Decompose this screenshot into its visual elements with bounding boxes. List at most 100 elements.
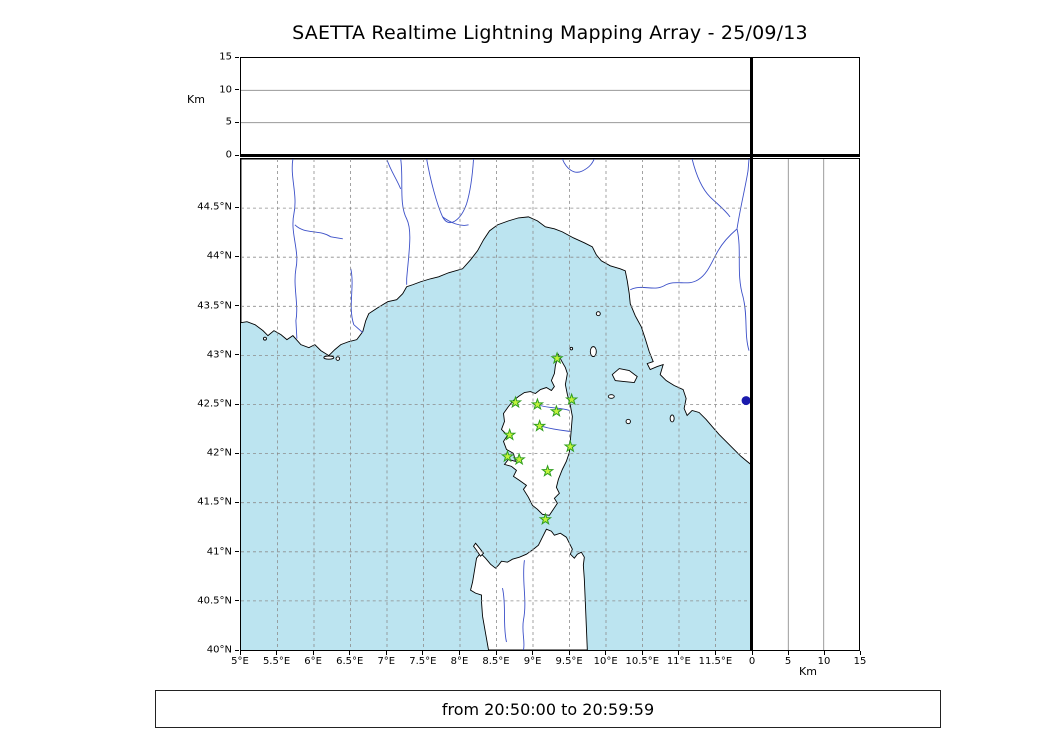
- event-marker: [741, 396, 751, 406]
- event-markers-group: [741, 396, 751, 406]
- map-plot: [241, 159, 752, 650]
- km-tick-left: [235, 154, 239, 156]
- montecristo-island: [625, 418, 631, 425]
- station-marker: [512, 452, 526, 466]
- altitude-latitude-plot: [787, 159, 825, 650]
- km-tick-label-left: 10: [219, 84, 232, 96]
- lat-tick: [235, 649, 239, 651]
- land-group: [241, 159, 752, 650]
- km-tick-left: [235, 89, 239, 91]
- lat-tick: [235, 255, 239, 257]
- lon-tick-label: 8°E: [450, 656, 469, 667]
- km-tick-label-left: 0: [225, 149, 232, 161]
- km-tick-label-left: 5: [225, 116, 232, 128]
- river: [736, 228, 750, 351]
- corsica-coastline: [500, 353, 573, 516]
- km-tick-right: [787, 651, 789, 655]
- station-marker: [540, 464, 555, 477]
- top-panel-gridlines: [241, 89, 752, 124]
- lon-tick-label: 5.5°E: [262, 656, 291, 667]
- lon-tick: [568, 651, 570, 655]
- lat-tick-label: 43°N: [206, 349, 232, 361]
- right-panel-gridlines: [787, 159, 825, 650]
- lon-tick: [458, 651, 460, 655]
- km-tick-left: [235, 56, 239, 58]
- lat-tick: [235, 403, 239, 405]
- lon-tick-label: 6.5°E: [336, 656, 364, 667]
- river: [736, 159, 750, 229]
- giglio-island: [669, 414, 675, 423]
- km-tick-right: [859, 651, 861, 655]
- corner-panel: [752, 57, 860, 156]
- km-axis-label-bottom: Km: [799, 665, 817, 678]
- axis-divider-vertical: [750, 57, 753, 651]
- lon-tick: [678, 651, 680, 655]
- river: [291, 159, 298, 339]
- lon-tick-label: 5°E: [231, 656, 249, 667]
- lon-tick: [385, 651, 387, 655]
- river: [561, 159, 595, 173]
- station-marker: [563, 439, 577, 453]
- lon-tick-label: 8.5°E: [482, 656, 510, 667]
- lat-tick: [235, 305, 239, 307]
- lat-tick: [235, 206, 239, 208]
- lon-tick: [349, 651, 351, 655]
- port-cros-island: [335, 356, 341, 361]
- km-tick-right: [751, 651, 753, 655]
- lon-tick: [239, 651, 241, 655]
- elba-island: [611, 368, 638, 384]
- lon-tick: [714, 651, 716, 655]
- altitude-longitude-panel: [240, 57, 753, 156]
- station-marker: [538, 512, 553, 526]
- river: [400, 159, 411, 285]
- lat-tick: [235, 354, 239, 356]
- station-marker: [530, 397, 545, 411]
- lat-tick: [235, 600, 239, 602]
- lon-tick-label: 7.5°E: [409, 656, 437, 667]
- status-bar: from 20:50:00 to 20:59:59: [155, 690, 941, 728]
- lon-tick-label: 7°E: [377, 656, 396, 667]
- station-markers-group: [500, 351, 579, 526]
- lon-tick: [641, 651, 643, 655]
- gorgona-island: [595, 311, 601, 317]
- lon-tick: [422, 651, 424, 655]
- station-marker: [550, 351, 564, 365]
- river: [502, 588, 507, 643]
- porquerolles-island: [323, 355, 335, 360]
- river: [522, 560, 526, 650]
- lon-tick-label: 11.5°E: [698, 656, 733, 667]
- page-title: SAETTA Realtime Lightning Mapping Array …: [292, 22, 808, 44]
- river: [691, 159, 731, 218]
- km-tick-label-right: 15: [853, 656, 867, 667]
- lon-tick: [532, 651, 534, 655]
- lat-tick-label: 41.5°N: [197, 496, 232, 508]
- station-marker: [532, 419, 547, 432]
- sardinia-coastline: [470, 528, 588, 650]
- lat-tick-label: 42°N: [206, 447, 232, 459]
- station-marker: [508, 395, 523, 409]
- river: [426, 159, 474, 223]
- map-graticule: [241, 159, 752, 650]
- river: [386, 159, 402, 190]
- lat-tick-label: 42.5°N: [197, 398, 232, 410]
- lon-tick: [312, 651, 314, 655]
- km-tick-label-right: 5: [784, 656, 792, 667]
- km-tick-label-right: 10: [817, 656, 831, 667]
- map-panel: [240, 158, 753, 651]
- km-tick-left: [235, 121, 239, 123]
- lon-tick-label: 10.5°E: [625, 656, 660, 667]
- station-marker: [500, 449, 515, 463]
- lon-tick: [276, 651, 278, 655]
- capraia-island: [589, 346, 597, 358]
- km-tick-right: [823, 651, 825, 655]
- km-tick-label-left: 15: [219, 51, 232, 63]
- mainland-coastline: [241, 159, 752, 466]
- lat-tick-label: 40°N: [206, 644, 232, 656]
- station-marker: [503, 427, 517, 441]
- lat-tick-label: 41°N: [206, 546, 232, 558]
- altitude-latitude-panel: [752, 158, 860, 651]
- lon-tick: [605, 651, 607, 655]
- river: [542, 426, 571, 432]
- lon-tick-label: 9.5°E: [555, 656, 583, 667]
